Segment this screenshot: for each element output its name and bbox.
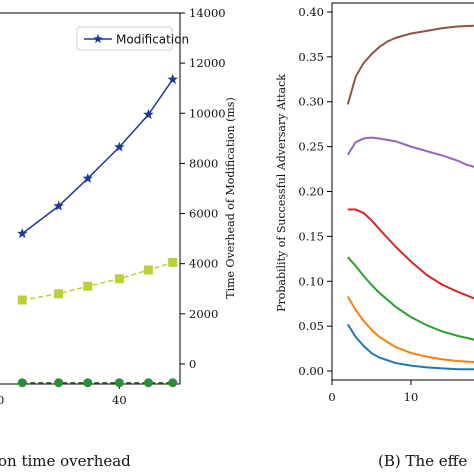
data-point-star <box>143 109 154 119</box>
data-point-star <box>53 200 64 211</box>
panel-a-series <box>17 73 178 388</box>
legend-star-icon <box>93 34 103 44</box>
y-tick-label: 2000 <box>189 307 218 321</box>
data-point-circle <box>114 378 124 388</box>
data-point-circle <box>54 378 64 388</box>
data-point-circle <box>17 378 27 388</box>
y-tick-label: 8000 <box>189 156 218 170</box>
y-tick-label: 0.35 <box>298 50 324 64</box>
y-tick-label: 0.40 <box>298 5 324 19</box>
x-tick-label-clipped: 0 <box>0 393 4 407</box>
panel-a-time-overhead: 0 2000 4000 6000 8000 10000 12000 14000 40 0 Modi… <box>0 6 237 470</box>
series-circle <box>17 378 178 388</box>
series-line-purple <box>346 136 474 168</box>
y-tick-label: 0.10 <box>298 274 324 288</box>
data-point-square <box>83 281 93 291</box>
panel-a-frame <box>0 12 181 385</box>
panel-b-ylabel: Probability of Successful Adversary Atta… <box>275 74 288 312</box>
y-tick-label: 0.00 <box>298 364 324 378</box>
data-point-square <box>168 257 178 267</box>
y-tick-label: 10000 <box>189 106 226 120</box>
x-tick-label: 10 <box>404 390 419 404</box>
series-line <box>22 261 173 301</box>
series-square <box>17 257 178 305</box>
panel-b-frame <box>331 2 474 381</box>
series-line <box>21 79 174 235</box>
y-tick-label: 0.20 <box>298 185 324 199</box>
panel-a-ticks: 0 2000 4000 6000 8000 10000 12000 14000 40 0 <box>0 6 226 407</box>
data-point-circle <box>168 378 178 388</box>
legend: Modification <box>76 26 189 51</box>
y-tick-label: 0.25 <box>298 140 324 154</box>
series-line-brown <box>346 24 474 105</box>
panel-a-caption: on time overhead <box>0 452 131 470</box>
y-tick-label: 4000 <box>189 257 218 271</box>
panel-b-ticks: 0.00 0.05 0.10 0.15 0.20 0.25 0.30 0.35 0.40 0 10 <box>298 5 418 404</box>
series-star <box>17 73 178 239</box>
y-tick-label: 0.15 <box>298 229 324 243</box>
y-tick-label: 0 <box>189 357 196 371</box>
x-tick-label: 40 <box>112 393 127 407</box>
data-point-star <box>114 141 125 152</box>
data-point-square <box>17 295 27 305</box>
data-point-star <box>17 228 28 239</box>
series-line-red <box>347 208 474 300</box>
panel-b-attack-probability: 0.000.050.100.150.200.250.300.350.400 10 … <box>275 2 474 470</box>
series-line-green <box>347 256 474 341</box>
y-tick-label: 0.05 <box>298 319 324 333</box>
panel-a-ylabel: Time Overhead of Modification (ms) <box>224 97 237 298</box>
y-tick-label: 6000 <box>189 207 218 221</box>
legend-box <box>76 26 173 51</box>
y-tick-label: 14000 <box>189 6 226 20</box>
data-point-star <box>82 172 94 183</box>
legend-entry-modification: Modification <box>116 33 189 47</box>
y-tick-label: 12000 <box>189 56 226 70</box>
panel-b-caption: (B) The effe <box>378 452 467 470</box>
y-tick-label: 0.30 <box>298 95 324 109</box>
data-point-circle <box>83 378 93 388</box>
data-point-square <box>114 274 124 284</box>
data-point-circle <box>143 378 153 388</box>
data-point-square <box>143 265 153 275</box>
data-point-star <box>167 73 178 84</box>
data-point-square <box>54 289 64 299</box>
panel-b-series <box>346 24 474 371</box>
x-tick-label: 0 <box>328 390 335 404</box>
series-line-blue <box>346 323 474 371</box>
series-line-orange <box>346 296 474 364</box>
